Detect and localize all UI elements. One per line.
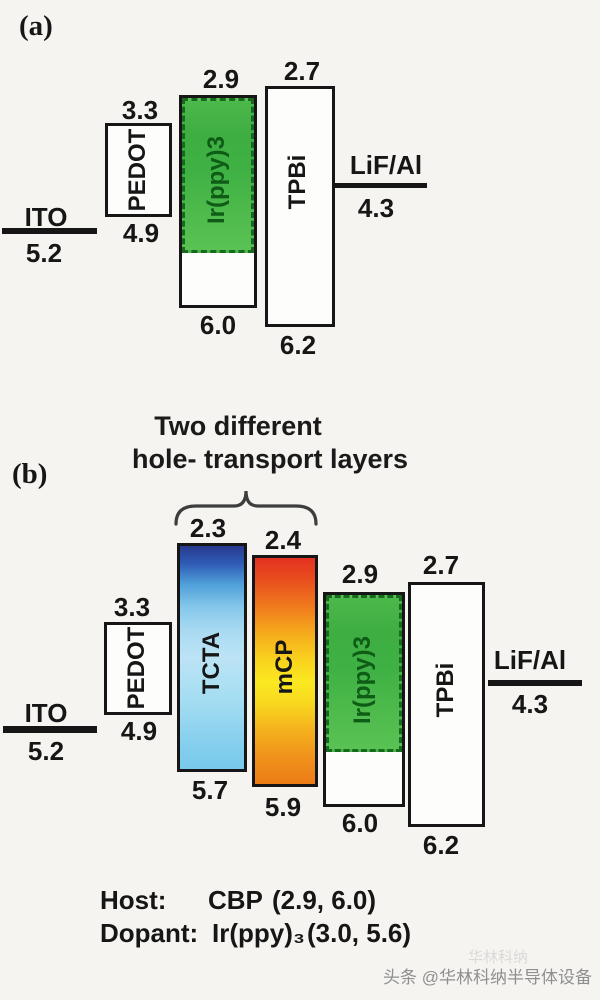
panel-b-tcta-box xyxy=(177,543,247,772)
host-material: CBP xyxy=(208,885,263,915)
host-values: (2.9, 6.0) xyxy=(272,885,377,915)
panel-a-ito-label: ITO xyxy=(24,202,68,232)
watermark: 头条 @华林科纳半导体设备 xyxy=(383,968,592,987)
panel-b-lifal-value: 4.3 xyxy=(511,689,549,719)
panel-a-ito-level-line xyxy=(2,228,97,234)
panel-a-tpbi-box xyxy=(265,86,335,327)
panel-b-ito-value: 5.2 xyxy=(27,736,65,766)
panel-b-mcp-box xyxy=(252,555,318,787)
panel-b-tpbi-top-value: 2.7 xyxy=(422,550,460,580)
panel-a-label: (a) xyxy=(19,10,53,42)
curly-brace xyxy=(174,490,318,526)
panel-b-irppy-dopant-region xyxy=(326,595,402,752)
panel-b-ito-level-line xyxy=(3,726,97,733)
dopant-label: Dopant: xyxy=(100,918,199,948)
host-label: Host: xyxy=(100,885,167,915)
panel-a-pedot-label: PEDOT xyxy=(124,128,151,212)
panel-a-pedot-bottom-value: 4.9 xyxy=(122,218,160,248)
panel-b-pedot-box xyxy=(104,622,172,715)
panel-b-mcp-bottom-value: 5.9 xyxy=(264,792,302,822)
panel-a-tpbi-bottom-value: 6.2 xyxy=(279,330,317,360)
panel-b-irppy-label: Ir(ppy)3 xyxy=(349,635,376,725)
panel-b-mcp-label: mCP xyxy=(271,639,298,695)
panel-b-irppy-bottom-value: 6.0 xyxy=(341,808,379,838)
panel-a-lifal-level-line xyxy=(335,183,427,188)
panel-a-irppy-dopant-region xyxy=(182,98,254,253)
panel-a-irppy-top-value: 2.9 xyxy=(202,64,240,94)
panel-b-tcta-label: TCTA xyxy=(198,631,225,695)
panel-b-pedot-label: PEDOT xyxy=(123,626,150,710)
panel-b-pedot-bottom-value: 4.9 xyxy=(120,716,158,746)
panel-a-tpbi-label: TPBi xyxy=(284,154,311,210)
watermark-ghost: 华林科纳 xyxy=(468,949,529,966)
panel-b-tcta-top-value: 2.3 xyxy=(189,513,227,543)
panel-b-pedot-top-value: 3.3 xyxy=(113,592,151,622)
panel-b-label: (b) xyxy=(12,458,48,490)
panel-a-ito-value: 5.2 xyxy=(25,238,63,268)
panel-b-tcta-bottom-value: 5.7 xyxy=(191,775,229,805)
panel-b-irppy-box xyxy=(323,592,405,807)
panel-b-tpbi-label: TPBi xyxy=(432,662,459,718)
panel-a-pedot-box xyxy=(105,123,172,217)
panel-a-lifal-value: 4.3 xyxy=(357,193,395,223)
panel-b-tpbi-box xyxy=(408,582,485,827)
panel-a-irppy-bottom-value: 6.0 xyxy=(199,310,237,340)
panel-a-tpbi-top-value: 2.7 xyxy=(283,56,321,86)
panel-b-tpbi-bottom-value: 6.2 xyxy=(422,830,460,860)
panel-b-title-line2: hole- transport layers xyxy=(131,444,409,474)
dopant-material: Ir(ppy)₃ xyxy=(212,918,305,948)
panel-b-irppy-top-value: 2.9 xyxy=(341,559,379,589)
panel-a-irppy-label: Ir(ppy)3 xyxy=(203,135,230,225)
panel-b-ito-label: ITO xyxy=(24,698,68,728)
panel-b-lifal-label: LiF/Al xyxy=(493,645,567,675)
panel-b-mcp-top-value: 2.4 xyxy=(264,525,302,555)
panel-a-lifal-label: LiF/Al xyxy=(349,150,423,180)
dopant-values: (3.0, 5.6) xyxy=(307,918,412,948)
panel-b-title-line1: Two different xyxy=(154,411,322,441)
panel-b-lifal-level-line xyxy=(488,680,582,686)
panel-a-pedot-top-value: 3.3 xyxy=(121,95,159,125)
panel-a-irppy-box xyxy=(179,95,257,308)
